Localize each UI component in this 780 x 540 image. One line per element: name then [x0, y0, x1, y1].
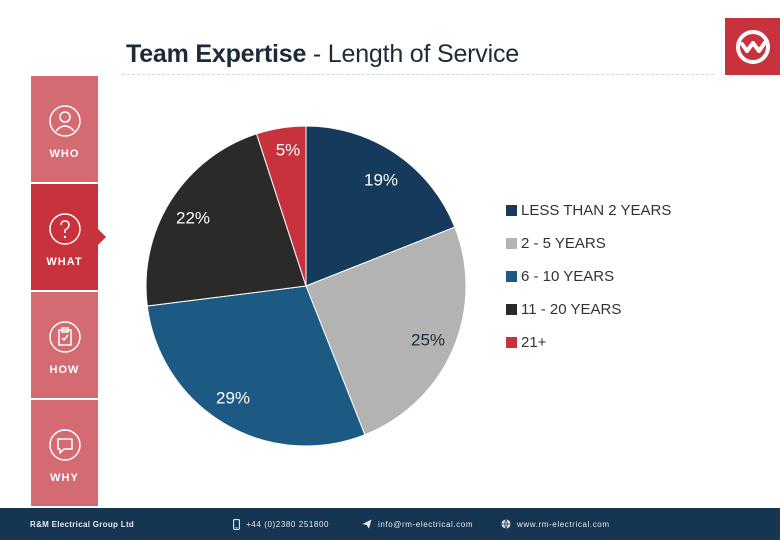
pie-slice: [305, 226, 467, 436]
legend-label: 21+: [521, 333, 547, 351]
pie-slice: [255, 125, 307, 287]
legend-swatch: [506, 303, 517, 315]
sidebar-item-what[interactable]: WHAT: [31, 184, 98, 290]
send-icon: [362, 519, 372, 529]
footer-website-text: www.rm-electrical.com: [517, 519, 610, 529]
legend-swatch: [506, 204, 517, 216]
page-title: Team Expertise - Length of Service: [126, 40, 519, 69]
pie-slice: [305, 125, 456, 287]
sidebar-item-label: HOW: [49, 364, 80, 376]
footer-phone-text: +44 (0)2380 251800: [246, 520, 330, 529]
slice-value-label: 19%: [364, 170, 398, 189]
speech-bubble-icon: [48, 429, 81, 461]
title-divider: [122, 74, 714, 75]
legend-swatch: [506, 336, 517, 348]
footer-email-text: info@rm-electrical.com: [378, 519, 474, 529]
footer-phone[interactable]: +44 (0)2380 251800: [233, 519, 329, 530]
legend-label: 6 - 10 YEARS: [521, 267, 615, 285]
legend-item: LESS THAN 2 YEARS: [506, 200, 671, 220]
active-item-pointer: [98, 229, 106, 245]
sidebar-item-why[interactable]: WHY: [31, 400, 98, 506]
page-title-rest: - Length of Service: [306, 40, 519, 68]
globe-icon: [501, 519, 511, 529]
pie-slice: [146, 285, 366, 447]
brand-logo[interactable]: [725, 18, 780, 75]
question-icon: [48, 213, 81, 245]
sidebar-item-how[interactable]: HOW: [31, 292, 98, 398]
legend-label: 2 - 5 YEARS: [521, 234, 606, 252]
slice-value-label: 22%: [176, 208, 210, 227]
clipboard-icon: [48, 321, 81, 353]
sidebar-nav: WHO WHAT HOW WHY: [31, 76, 98, 508]
legend-item: 11 - 20 YEARS: [506, 299, 621, 319]
legend-label: 11 - 20 YEARS: [521, 300, 622, 318]
page-title-bold: Team Expertise: [126, 40, 307, 68]
legend-item: 2 - 5 YEARS: [506, 233, 606, 253]
legend-item: 6 - 10 YEARS: [506, 266, 614, 286]
slice-value-label: 5%: [276, 140, 301, 159]
sidebar-item-label: WHAT: [46, 256, 83, 268]
footer-email[interactable]: info@rm-electrical.com: [362, 519, 473, 529]
legend-item: 21+: [506, 332, 546, 352]
legend-label: LESS THAN 2 YEARS: [521, 201, 672, 219]
phone-icon: [233, 519, 240, 530]
legend-swatch: [506, 237, 517, 249]
pie-slice: [145, 133, 307, 307]
sidebar-item-label: WHO: [49, 148, 80, 160]
legend-swatch: [506, 270, 517, 282]
footer-company: R&M Electrical Group Ltd: [30, 520, 135, 529]
logo-mark-icon: [735, 29, 770, 64]
pie-chart: 19% 25% 29% 22% 5%: [145, 125, 467, 447]
slice-value-label: 25%: [411, 330, 445, 349]
footer-website[interactable]: www.rm-electrical.com: [501, 519, 610, 529]
footer-bar: R&M Electrical Group Ltd +44 (0)2380 251…: [0, 508, 780, 540]
sidebar-item-who[interactable]: WHO: [31, 76, 98, 182]
slice-value-label: 29%: [216, 388, 250, 407]
sidebar-item-label: WHY: [50, 472, 79, 484]
person-icon: [48, 105, 81, 137]
